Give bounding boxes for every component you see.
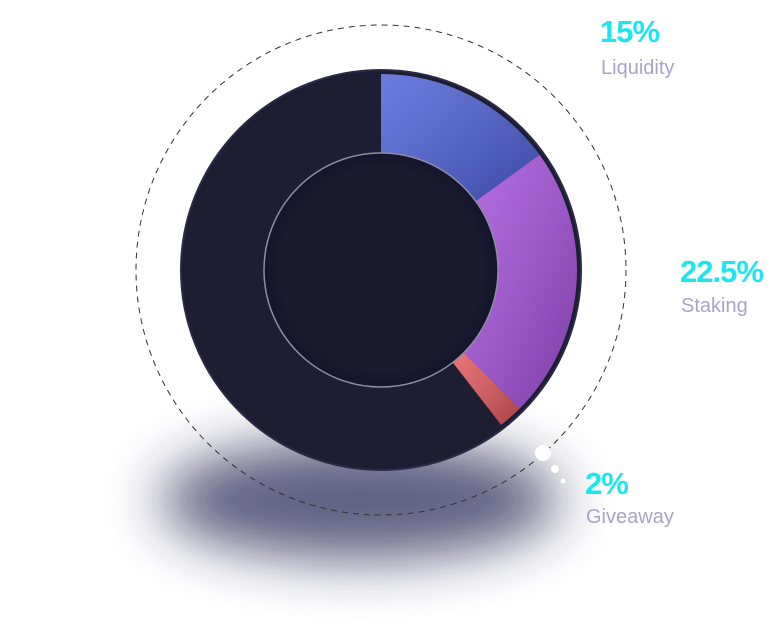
donut-hole (263, 152, 499, 388)
value-label: 22.5% (680, 254, 763, 289)
bubble (551, 465, 559, 473)
labels: 15% Liquidity 22.5% Staking 2% Giveaway (585, 14, 764, 528)
dashed-ring (135, 24, 627, 516)
shadow (160, 440, 560, 560)
segment-shade (463, 154, 578, 409)
bubble (535, 445, 551, 461)
category-label: Staking (681, 295, 748, 317)
category-label: Liquidity (601, 57, 674, 79)
category-label: Giveaway (586, 506, 674, 528)
value-label: 2% (585, 466, 628, 501)
value-label: 15% (600, 14, 659, 49)
bubble (560, 478, 566, 484)
segment-shade (452, 352, 520, 425)
segments (381, 74, 578, 425)
segment-shade (381, 74, 540, 202)
